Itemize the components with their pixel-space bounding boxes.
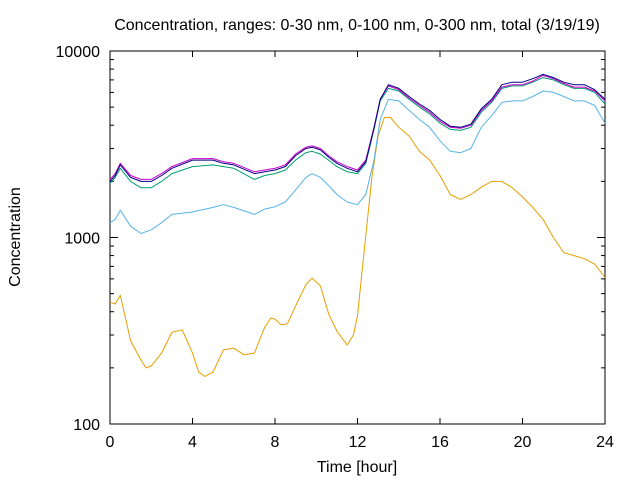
series-line-5 xyxy=(109,73,606,182)
series-layer xyxy=(109,73,606,377)
x-tick-label: 0 xyxy=(106,434,115,451)
y-axis-label: Concentration xyxy=(7,187,24,287)
y-tick-label: 10000 xyxy=(56,44,101,61)
series-line-3 xyxy=(109,77,606,189)
x-tick-label: 4 xyxy=(188,434,197,451)
x-tick-label: 12 xyxy=(349,434,367,451)
x-tick-label: 20 xyxy=(514,434,532,451)
series-line-2 xyxy=(109,90,606,234)
y-tick-label: 100 xyxy=(73,417,100,434)
x-tick-label: 24 xyxy=(596,434,614,451)
x-axis-label: Time [hour] xyxy=(317,459,397,476)
x-tick-label: 16 xyxy=(431,434,449,451)
y-axis-ticks: 100 1000 10000 xyxy=(56,44,605,434)
series-line-1 xyxy=(109,117,606,377)
y-tick-label: 1000 xyxy=(64,231,100,248)
chart-title: Concentration, ranges: 0-30 nm, 0-100 nm… xyxy=(114,17,600,34)
x-axis-ticks: 0 4 8 12 16 20 24 xyxy=(106,51,614,451)
plot-frame xyxy=(109,50,606,425)
x-tick-label: 8 xyxy=(271,434,280,451)
